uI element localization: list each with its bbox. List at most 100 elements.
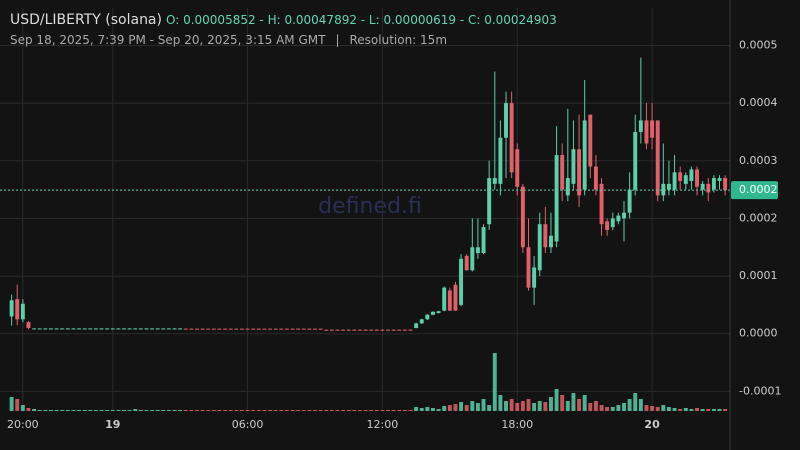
volume-bar	[290, 410, 295, 411]
volume-bar	[301, 410, 306, 411]
resolution: Resolution: 15m	[349, 33, 448, 47]
subtitle: Sep 18, 2025, 7:39 PM - Sep 20, 2025, 3:…	[10, 33, 326, 47]
volume-bar	[262, 410, 267, 411]
candle-body	[161, 328, 166, 330]
candle-body	[138, 328, 143, 330]
candle-body	[666, 183, 671, 190]
volume-bar	[341, 410, 346, 411]
volume-bar	[622, 403, 626, 411]
volume-bar	[363, 410, 368, 411]
volume-bar	[329, 410, 334, 411]
volume-bar	[77, 410, 81, 411]
candle-body	[560, 155, 565, 190]
volume-bar	[402, 410, 407, 411]
candle-body	[301, 328, 306, 330]
volume-bar	[605, 407, 610, 411]
candle-body	[60, 328, 65, 330]
candle-body	[515, 149, 520, 187]
volume-bar	[166, 410, 171, 411]
candle-body	[77, 328, 81, 330]
volume-bar	[599, 405, 604, 411]
volume-bar	[391, 410, 396, 411]
candle-body	[324, 329, 329, 331]
volume-bar	[616, 405, 621, 411]
candle-body	[717, 178, 722, 181]
volume-bar	[565, 401, 570, 411]
last-price-box	[731, 181, 778, 200]
candle-body	[391, 329, 396, 331]
candle-body	[481, 227, 486, 254]
volume-bar	[228, 410, 233, 411]
volume-bar	[307, 410, 312, 411]
volume-bar	[436, 409, 441, 411]
candle-body	[470, 247, 475, 271]
volume-bar	[706, 409, 711, 411]
x-tick-label: 06:00	[232, 418, 264, 431]
volume-bar	[414, 407, 419, 411]
candle-body	[577, 149, 582, 196]
volume-bar	[357, 410, 362, 411]
candle-body	[54, 328, 59, 330]
volume-bar	[515, 403, 520, 411]
ohlc-summary: O: 0.00005852 - H: 0.00047892 - L: 0.000…	[165, 13, 557, 27]
candle-body	[172, 328, 177, 330]
header: USD/LIBERTY (solana) O: 0.00005852 - H: 0…	[10, 9, 557, 28]
candle-body	[369, 329, 374, 331]
candle-body	[318, 328, 323, 330]
volume-bar	[447, 405, 452, 411]
candle-body	[189, 328, 194, 330]
subheader: Sep 18, 2025, 7:39 PM - Sep 20, 2025, 3:…	[10, 33, 457, 47]
candle-body	[442, 287, 447, 311]
volume-bar	[380, 410, 385, 411]
x-tick-label: 19	[105, 418, 120, 431]
candle-body	[20, 303, 25, 320]
candle-body	[43, 328, 48, 330]
candle-body	[683, 175, 688, 184]
volume-bar	[93, 410, 98, 411]
volume-bar	[223, 410, 228, 411]
volume-bar	[644, 405, 649, 411]
candle-body	[223, 328, 228, 330]
volume-bar	[548, 397, 553, 411]
candle-body	[526, 247, 531, 288]
candle-body	[166, 328, 171, 330]
candle-body	[110, 328, 115, 330]
volume-bar	[588, 403, 593, 411]
candle-body	[183, 328, 188, 330]
candle-body	[554, 155, 559, 242]
volume-bar	[195, 410, 199, 411]
candle-body	[26, 322, 31, 328]
volume-bar	[498, 395, 503, 411]
volume-bar	[464, 405, 469, 411]
candle-body	[711, 178, 716, 190]
candle-body	[638, 120, 643, 132]
volume-bar	[711, 409, 716, 411]
volume-bar	[369, 410, 374, 411]
candle-body	[509, 103, 514, 173]
volume-bar	[346, 410, 351, 411]
volume-bar	[54, 410, 59, 411]
candle-body	[532, 267, 537, 288]
candle-body	[284, 328, 289, 330]
candle-body	[268, 328, 273, 330]
volume-bar	[48, 410, 53, 411]
candle-body	[487, 178, 492, 225]
volume-bar	[627, 399, 632, 411]
volume-bar	[666, 407, 671, 411]
x-tick-label: 18:00	[501, 418, 533, 431]
candle-body	[346, 329, 351, 331]
volume-bar	[683, 408, 688, 411]
y-tick-label: 0.0003	[739, 154, 778, 167]
candle-body	[610, 218, 615, 228]
volume-bar	[470, 401, 475, 411]
volume-bar	[273, 410, 278, 411]
candle-body	[616, 215, 621, 222]
last-price-label: 0.0002	[739, 183, 778, 196]
candle-body	[380, 329, 385, 331]
candle-body	[93, 328, 98, 330]
volume-bar	[543, 402, 548, 411]
candle-body	[622, 212, 626, 219]
candle-body	[453, 284, 458, 311]
candle-body	[644, 120, 649, 144]
